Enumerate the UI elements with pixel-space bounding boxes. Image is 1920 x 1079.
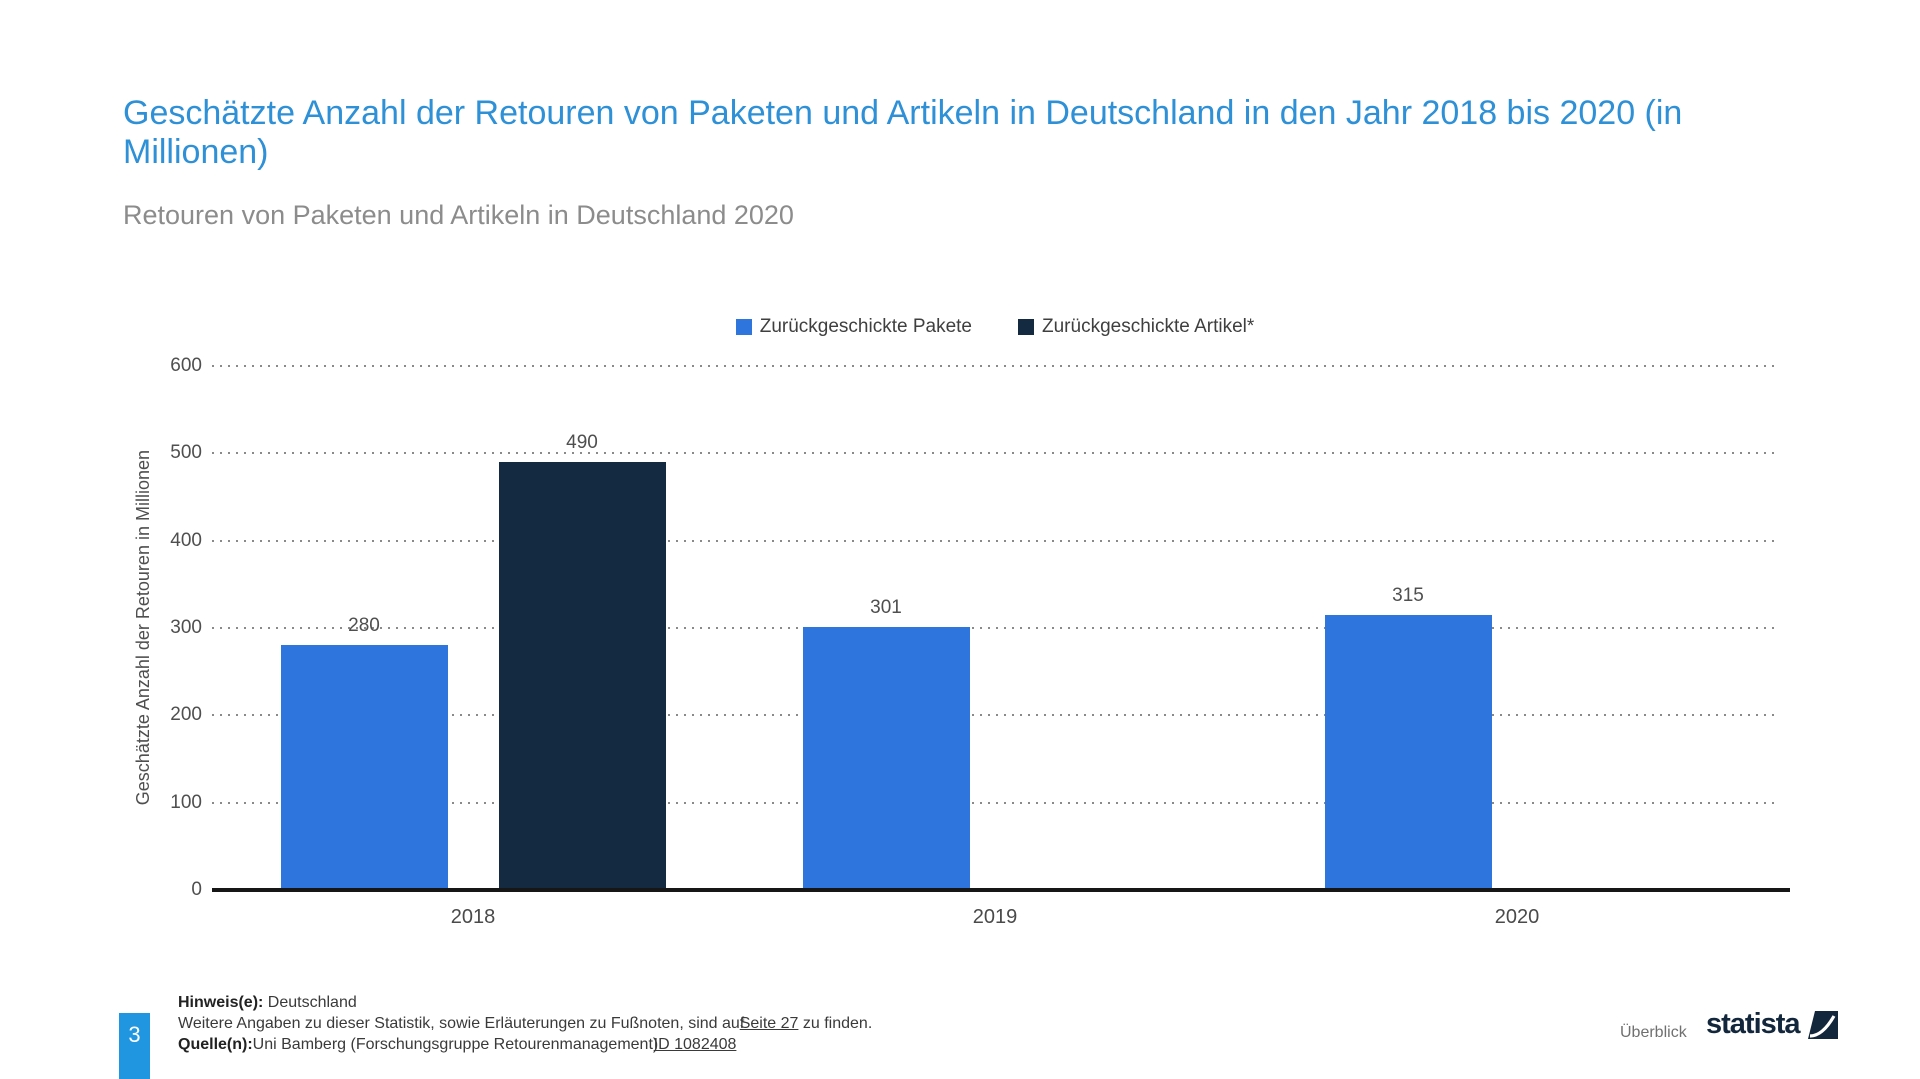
y-tick-label-300: 300 (170, 617, 202, 638)
bar-2019-pakete (802, 627, 970, 890)
statistic-id-link[interactable]: ID 1082408 (653, 1036, 737, 1053)
bar-2018-artikel (498, 462, 666, 890)
y-tick-label-500: 500 (170, 442, 202, 464)
info-text-before: Weitere Angaben zu dieser Statistik, sow… (178, 1015, 745, 1032)
x-axis-label-2019: 2019 (972, 906, 1018, 928)
hinweis-label: Hinweis(e): (178, 994, 264, 1011)
page-subtitle: Retouren von Paketen und Artikeln in Deu… (123, 200, 794, 230)
gridline-500 (212, 452, 1775, 455)
legend-label-pakete: Zurückgeschickte Pakete (759, 316, 972, 337)
chart-plot-area: 280 490 301 315 (212, 365, 1778, 890)
y-tick-label-400: 400 (170, 529, 202, 551)
gridline-100 (212, 801, 1775, 804)
statista-wordmark: statista (1706, 1008, 1801, 1040)
x-axis-baseline (212, 888, 1790, 892)
y-tick-label-200: 200 (170, 704, 202, 726)
bar-value-label-2018-pakete: 280 (348, 615, 380, 637)
legend-label-artikel: Zurückgeschickte Artikel* (1042, 316, 1255, 337)
footnote-quelle: Quelle(n):Uni Bamberg (Forschungsgruppe … (178, 1034, 872, 1055)
x-axis-label-2020: 2020 (1494, 906, 1540, 928)
footnote-hinweis: Hinweis(e): Deutschland (178, 992, 872, 1013)
legend-item-pakete: Zurückgeschickte Pakete (735, 316, 972, 338)
bar-2018-pakete (280, 645, 448, 890)
bar-value-label-2018-artikel: 490 (566, 432, 598, 454)
bar-2020-pakete (1324, 614, 1492, 890)
quelle-label: Quelle(n): (178, 1036, 253, 1053)
page-number-badge: 3 (119, 1013, 150, 1079)
seite-27-link[interactable]: Seite 27 (739, 1015, 799, 1032)
overview-label: Überblick (1620, 1024, 1687, 1041)
gridline-300 (212, 627, 1775, 629)
statista-brand: statista (1706, 1008, 1838, 1041)
chart-legend: Zurückgeschickte Pakete Zurückgeschickte … (212, 316, 1778, 338)
statista-logo-icon (1807, 1010, 1838, 1039)
y-tick-label-600: 600 (170, 355, 202, 376)
y-tick-label-0: 0 (191, 879, 202, 900)
x-axis-label-2018: 2018 (450, 906, 496, 928)
gridline-200 (212, 714, 1775, 717)
y-tick-label-100: 100 (170, 791, 202, 813)
legend-swatch-pakete-icon (735, 319, 752, 335)
footer-notes: Hinweis(e): Deutschland Weitere Angaben … (178, 992, 872, 1055)
bar-value-label-2019-pakete: 301 (870, 597, 902, 619)
bar-value-label-2020-pakete: 315 (1392, 584, 1424, 606)
info-text-after: zu finden. (802, 1015, 873, 1032)
footnote-info: Weitere Angaben zu dieser Statistik, sow… (178, 1013, 872, 1034)
page-number: 3 (128, 1022, 141, 1047)
hinweis-text: Deutschland (267, 994, 357, 1011)
gridline-400 (212, 539, 1775, 542)
gridline-600 (212, 365, 1775, 367)
page-title: Geschätzte Anzahl der Retouren von Paket… (123, 94, 1683, 171)
legend-swatch-artikel-icon (1018, 319, 1034, 335)
legend-item-artikel: Zurückgeschickte Artikel* (1018, 316, 1254, 338)
quelle-text: Uni Bamberg (Forschungsgruppe Retourenma… (252, 1036, 659, 1053)
